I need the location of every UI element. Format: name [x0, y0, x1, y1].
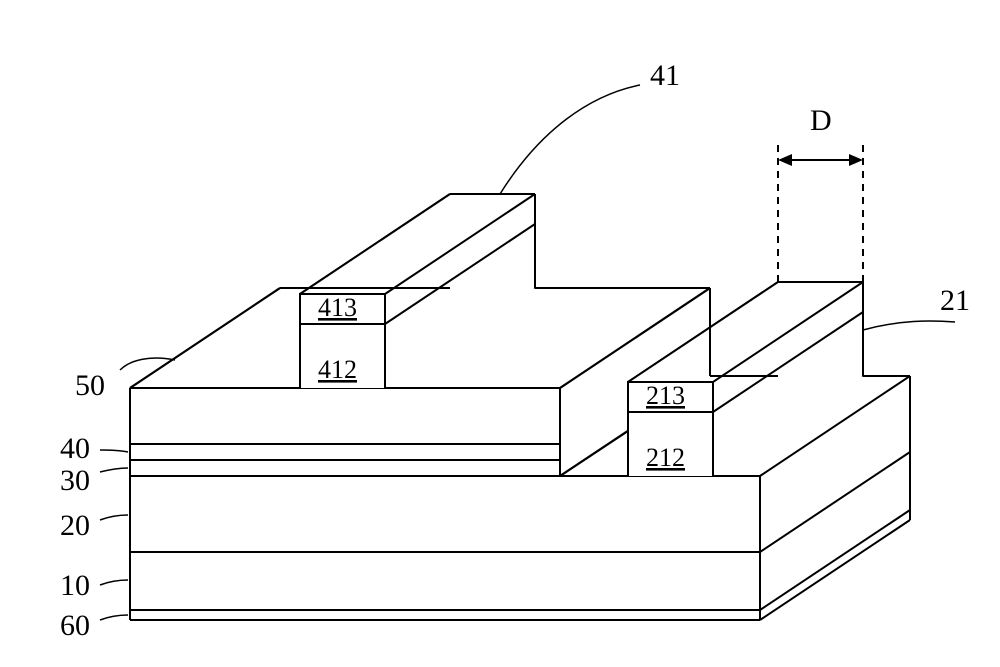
label-50: 50: [75, 369, 105, 402]
label-413: 413: [318, 293, 357, 322]
dim-d-label: D: [810, 104, 832, 137]
label-30: 30: [60, 464, 90, 497]
label-60: 60: [60, 609, 90, 642]
label-20: 20: [60, 509, 90, 542]
label-10: 10: [60, 569, 90, 602]
label-40: 40: [60, 432, 90, 465]
diagram: D 41 21 50 40 30 20 10 60 413 412 213 21…: [0, 0, 1000, 667]
label-212: 212: [646, 443, 685, 472]
label-213: 213: [646, 381, 685, 410]
callout-21-label: 21: [940, 284, 970, 317]
label-412: 412: [318, 355, 357, 384]
callout-41-label: 41: [650, 59, 680, 92]
